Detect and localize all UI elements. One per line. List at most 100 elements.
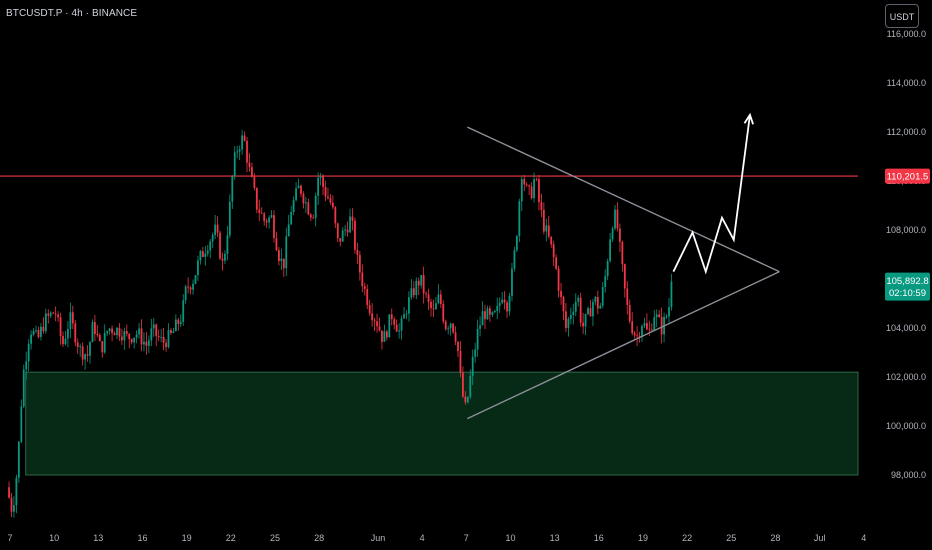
candle-body (493, 310, 496, 313)
candle-body (388, 314, 391, 338)
candle-body (496, 305, 499, 311)
candle-body (209, 241, 212, 251)
x-tick-label: Jun (371, 533, 386, 543)
candle-body (542, 210, 545, 232)
x-tick-label: 28 (314, 533, 324, 543)
candle-body (74, 323, 77, 343)
candle-body (550, 236, 553, 245)
candle-body (530, 186, 533, 199)
projection-arrowhead-icon (743, 112, 754, 125)
candle-body (452, 323, 454, 333)
candle-body (668, 307, 670, 317)
candle-body (616, 209, 619, 229)
candle-body (13, 505, 15, 512)
candle-body (506, 302, 508, 312)
candle-body (81, 346, 84, 360)
candle-body (427, 294, 430, 302)
candle-body (187, 286, 190, 288)
price-axis[interactable]: 98,000.0100,000.0102,000.0104,000.0106,0… (886, 29, 926, 480)
candle-body (599, 305, 602, 309)
y-tick-label: 108,000.0 (886, 225, 926, 235)
candle-body (430, 301, 432, 309)
candle-body (395, 324, 398, 332)
candle-body (420, 275, 423, 286)
candle-body (412, 288, 415, 296)
x-tick-label: 4 (420, 533, 425, 543)
candle-body (69, 312, 72, 330)
candle-body (128, 333, 131, 340)
candle-body (400, 318, 403, 331)
candle-body (346, 229, 349, 233)
candle-body (49, 312, 52, 316)
candle-body (307, 202, 310, 215)
candle-body (628, 304, 631, 322)
candle-body (221, 258, 224, 261)
candle-body (614, 209, 616, 229)
candle-body (488, 308, 491, 315)
candle-body (437, 294, 440, 304)
x-tick-label: 22 (682, 533, 692, 543)
candle-body (138, 328, 140, 335)
candle-body (275, 237, 278, 251)
candle-body (329, 198, 332, 203)
candle-body (130, 339, 133, 343)
candle-body (636, 335, 638, 337)
symbol-title[interactable]: BTCUSDT.P · 4h · BINANCE (6, 8, 138, 19)
candle-body (462, 372, 464, 397)
candle-body (587, 308, 589, 314)
time-axis[interactable]: 7 10 13 16 19 22 25 28 Jun 4 7 10 13 16 19 22 25 28 Jul 4 (7, 533, 866, 543)
candle-body (398, 330, 401, 332)
candle-body (246, 140, 248, 163)
candle-body (125, 331, 128, 334)
candle-body (54, 313, 57, 315)
candle-body (582, 322, 585, 327)
y-tick-label: 104,000.0 (886, 323, 926, 333)
x-tick-label: 28 (770, 533, 780, 543)
candle-body (280, 258, 283, 262)
candle-body (655, 314, 658, 318)
y-tick-label: 112,000.0 (887, 127, 926, 137)
candle-body (199, 251, 202, 261)
candle-body (260, 212, 263, 214)
candle-body (403, 314, 405, 319)
candle-body (290, 212, 293, 225)
x-tick-label: 13 (550, 533, 560, 543)
candle-body (660, 317, 663, 335)
candle-body (633, 333, 636, 336)
candle-body (157, 336, 160, 338)
candle-body (653, 317, 656, 331)
candle-body (457, 341, 459, 351)
candle-body (584, 313, 587, 327)
candle-body (658, 314, 661, 318)
candle-body (361, 272, 364, 287)
candle-body (123, 331, 126, 341)
candle-body (91, 322, 94, 343)
candle-body (143, 341, 145, 345)
candle-body (528, 185, 531, 187)
candle-body (670, 281, 673, 308)
candle-body (238, 149, 241, 152)
currency-button[interactable]: USDT (885, 4, 919, 28)
resistance-price-label: 110,201.5 (887, 172, 929, 183)
x-tick-label: 4 (861, 533, 866, 543)
candle-body (459, 350, 462, 373)
candle-body (449, 323, 452, 329)
candle-body (393, 319, 396, 325)
x-tick-label: 7 (464, 533, 469, 543)
candle-body (89, 342, 91, 356)
triangle-upper-line (467, 126, 780, 273)
candle-body (300, 185, 302, 194)
candle-body (447, 328, 450, 330)
candle-body (10, 497, 13, 512)
candle-body (486, 308, 489, 320)
candle-body (37, 330, 40, 337)
candle-body (555, 257, 558, 269)
candle-body (511, 268, 513, 296)
candle-body (425, 293, 428, 295)
candle-body (214, 224, 217, 236)
candle-body (265, 220, 268, 223)
candle-body (71, 312, 74, 324)
candle-body (30, 334, 33, 344)
price-tags: 110,201.5 105,892.802:10:59 (885, 168, 930, 301)
